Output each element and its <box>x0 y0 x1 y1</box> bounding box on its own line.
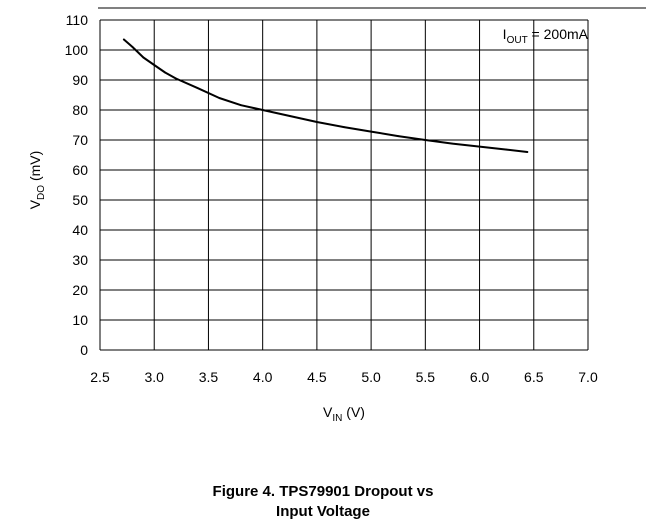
annotation-iout: IOUT = 200mA <box>503 26 589 46</box>
y-tick-label: 100 <box>65 42 89 58</box>
x-axis-label: VIN (V) <box>323 404 365 424</box>
data-point <box>451 142 454 145</box>
x-tick-label: 5.5 <box>416 369 436 385</box>
data-point <box>315 121 318 123</box>
x-axis-label-suffix: (V) <box>342 404 365 420</box>
y-axis-label-suffix: (mV) <box>27 151 43 185</box>
x-tick-label: 4.0 <box>253 369 273 385</box>
data-point <box>478 145 481 148</box>
y-axis-label: VDO (mV) <box>27 151 47 210</box>
data-point <box>240 104 242 107</box>
y-tick-label: 40 <box>72 222 88 238</box>
data-point <box>526 151 529 153</box>
figure-caption-line-2: Input Voltage <box>276 503 370 520</box>
annotation-suffix: = 200mA <box>528 26 589 42</box>
y-axis-label-sub: DO <box>36 185 47 200</box>
x-tick-label: 3.0 <box>144 369 164 385</box>
x-axis-label-sub: IN <box>332 413 342 424</box>
y-axis-label-main: V <box>27 199 43 209</box>
grid <box>99 19 589 351</box>
x-tick-label: 4.5 <box>307 369 327 385</box>
x-tick-label: 5.0 <box>361 369 381 385</box>
data-point <box>153 64 156 66</box>
y-tick-label: 70 <box>72 132 88 148</box>
x-axis-label-main: V <box>323 404 333 420</box>
x-tick-label: 7.0 <box>578 369 598 385</box>
y-tick-label: 90 <box>72 72 88 88</box>
y-tick-label: 50 <box>72 192 88 208</box>
data-point <box>505 148 508 151</box>
data-point <box>131 46 134 48</box>
data-point <box>175 77 177 80</box>
annotation-main: I <box>503 26 507 42</box>
annotation-sub: OUT <box>507 35 528 46</box>
y-tick-label: 60 <box>72 162 88 178</box>
data-point <box>196 87 199 89</box>
data-point <box>218 97 221 99</box>
x-tick-label: 3.5 <box>199 369 219 385</box>
y-tick-label: 80 <box>72 102 88 118</box>
y-tick-label: 0 <box>80 342 88 358</box>
figure-caption-line-1: Figure 4. TPS79901 Dropout vs <box>212 483 434 500</box>
data-point <box>343 126 345 128</box>
x-tick-label: 2.5 <box>90 369 110 385</box>
data-point <box>164 71 166 74</box>
data-point <box>122 38 125 41</box>
data-point <box>370 130 373 133</box>
data-point <box>261 109 264 111</box>
data-point <box>397 135 400 138</box>
series-line-0 <box>122 38 529 153</box>
x-tick-label: 6.0 <box>470 369 490 385</box>
tick-labels: 2.5 3.0 3.5 4.0 4.5 5.0 5.5 6.0 6.5 7.0 0 10 20 30 40 5… <box>65 12 598 385</box>
y-tick-label: 110 <box>66 12 89 28</box>
y-tick-label: 20 <box>72 282 88 298</box>
x-tick-label: 6.5 <box>524 369 544 385</box>
y-tick-label: 10 <box>72 312 88 328</box>
data-point <box>288 115 291 117</box>
data-point <box>424 139 427 141</box>
data-point <box>142 56 145 59</box>
series-group <box>122 38 529 153</box>
y-tick-label: 30 <box>72 252 88 268</box>
